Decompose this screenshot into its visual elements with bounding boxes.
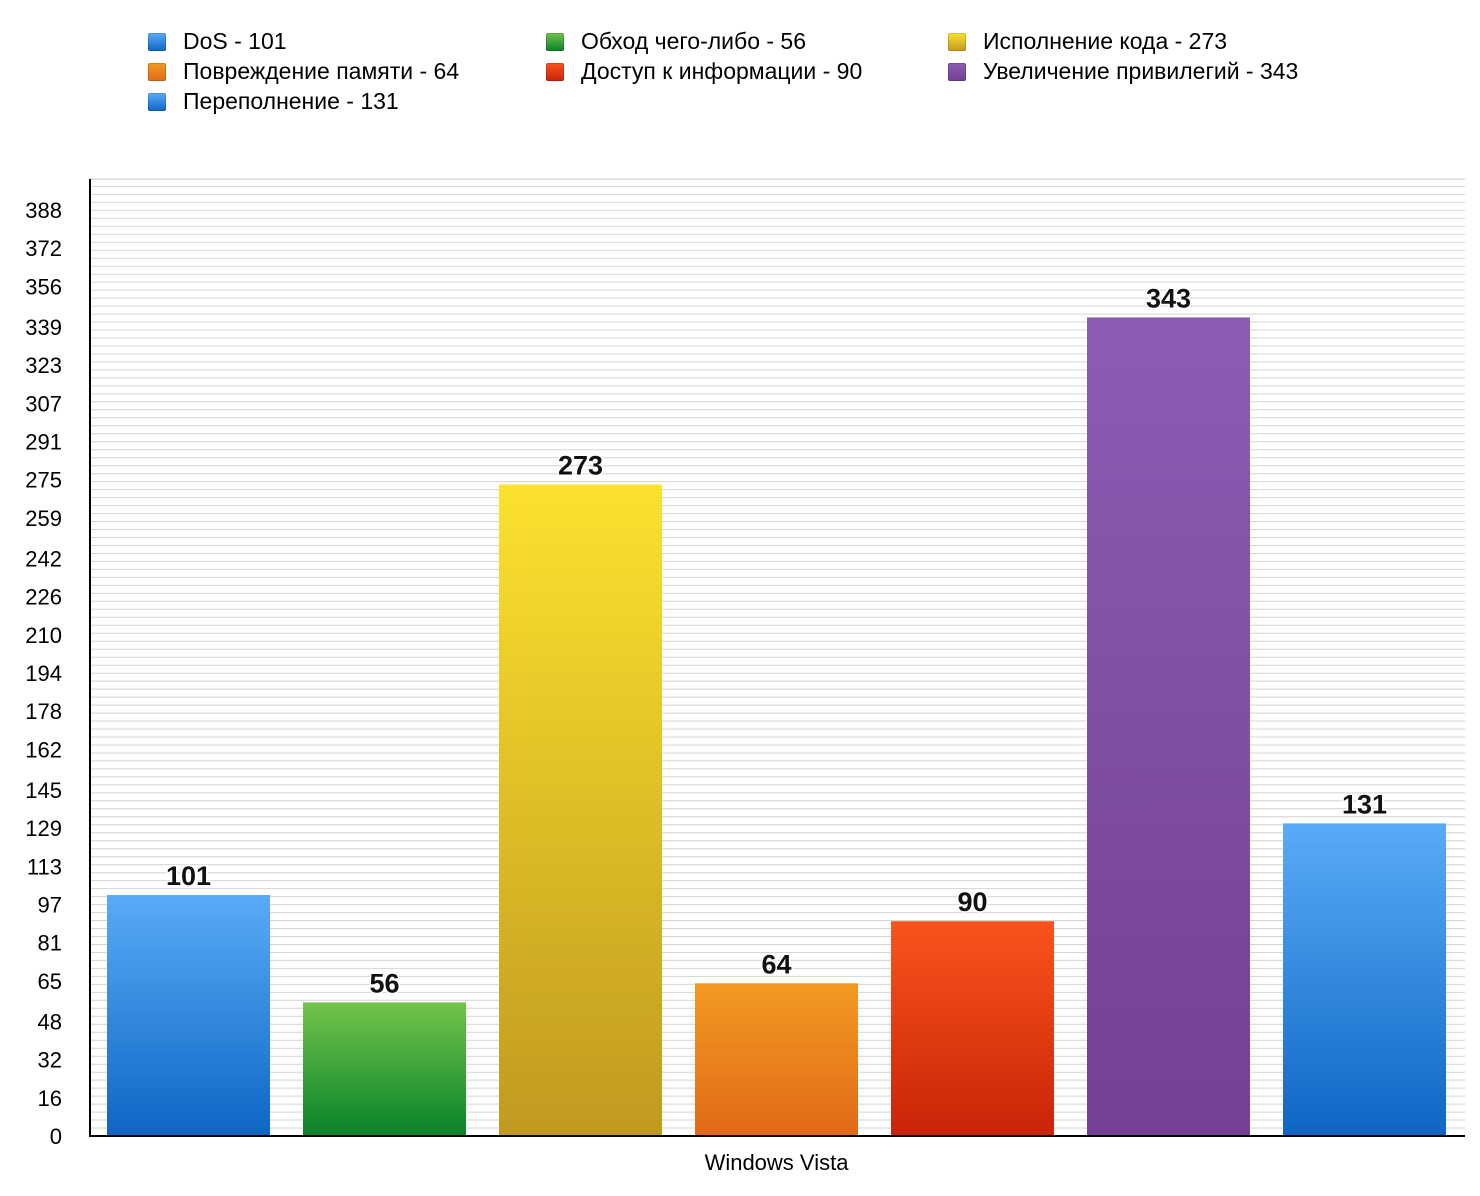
y-tick-label: 97	[38, 893, 62, 918]
bar	[303, 1002, 466, 1136]
legend-item: Повреждение памяти - 64	[148, 58, 459, 85]
legend-item: Исполнение кода - 273	[948, 28, 1227, 55]
y-tick-label: 339	[25, 315, 62, 340]
y-tick-label: 129	[25, 816, 62, 841]
legend-label: DoS - 101	[183, 28, 287, 54]
bar-value-label: 273	[558, 451, 603, 481]
y-tick-label: 162	[25, 737, 62, 762]
bar-value-label: 343	[1146, 283, 1191, 313]
bar	[107, 895, 270, 1136]
bar-value-label: 56	[369, 968, 399, 998]
legend-label: Повреждение памяти - 64	[183, 58, 460, 84]
y-tick-label: 275	[25, 468, 62, 493]
y-tick-label: 65	[38, 969, 62, 994]
legend-swatch	[148, 32, 166, 51]
bar	[1283, 823, 1446, 1136]
y-tick-label: 259	[25, 506, 62, 531]
y-tick-label: 194	[25, 661, 62, 686]
y-tick-label: 81	[38, 931, 62, 956]
y-tick-label: 48	[38, 1009, 62, 1034]
legend-label: Доступ к информации - 90	[581, 58, 863, 84]
bar-labels: 101 56 273 64 90 343 131	[164, 282, 1388, 1000]
legend-item: Обход чего-либо - 56	[546, 28, 806, 55]
chart-legend: DoS - 101 Обход чего-либо - 56 Исполнение …	[148, 28, 1428, 122]
x-axis-category-label: Windows Vista	[705, 1150, 850, 1175]
bar-value-label: 131	[1342, 789, 1387, 819]
legend-item: Доступ к информации - 90	[546, 58, 862, 85]
bar	[1087, 317, 1250, 1136]
bar	[499, 484, 662, 1136]
legend-swatch	[546, 62, 564, 81]
y-tick-label: 16	[38, 1086, 62, 1111]
y-tick-label: 210	[25, 623, 62, 648]
y-tick-label: 145	[25, 778, 62, 803]
legend-label: Переполнение - 131	[183, 88, 399, 114]
legend-item: Переполнение - 131	[148, 88, 399, 115]
y-tick-label: 226	[25, 585, 62, 610]
legend-swatch	[148, 92, 166, 111]
y-tick-label: 242	[25, 547, 62, 572]
legend-swatch	[948, 32, 966, 51]
y-tick-label: 178	[25, 699, 62, 724]
y-tick-label: 356	[25, 274, 62, 299]
y-axis-ticks: 0 16 32 48 65 81 97 113 129 145 162 178 194 210 226 242…	[25, 198, 62, 1149]
bar-value-label: 64	[761, 949, 791, 979]
bar-value-label: 101	[166, 861, 211, 891]
legend-swatch	[148, 62, 166, 81]
y-tick-label: 32	[38, 1048, 62, 1073]
legend-swatch	[546, 32, 564, 51]
legend-label: Увеличение привилегий - 343	[983, 58, 1299, 84]
y-tick-label: 307	[25, 391, 62, 416]
y-tick-label: 291	[25, 430, 62, 455]
legend-swatch	[948, 62, 966, 81]
axes	[89, 179, 1465, 1137]
y-tick-label: 0	[50, 1124, 62, 1149]
bars	[107, 317, 1446, 1136]
bar	[891, 921, 1054, 1136]
legend-item: DoS - 101	[148, 28, 287, 55]
bar	[695, 983, 858, 1136]
legend-label: Обход чего-либо - 56	[581, 28, 807, 54]
legend-label: Исполнение кода - 273	[983, 28, 1228, 54]
y-tick-label: 113	[27, 854, 62, 879]
y-tick-label: 388	[25, 198, 62, 223]
y-tick-label: 372	[25, 236, 62, 261]
legend-item: Увеличение привилегий - 343	[948, 58, 1298, 85]
bar-value-label: 90	[957, 887, 987, 917]
y-tick-label: 323	[25, 353, 62, 378]
